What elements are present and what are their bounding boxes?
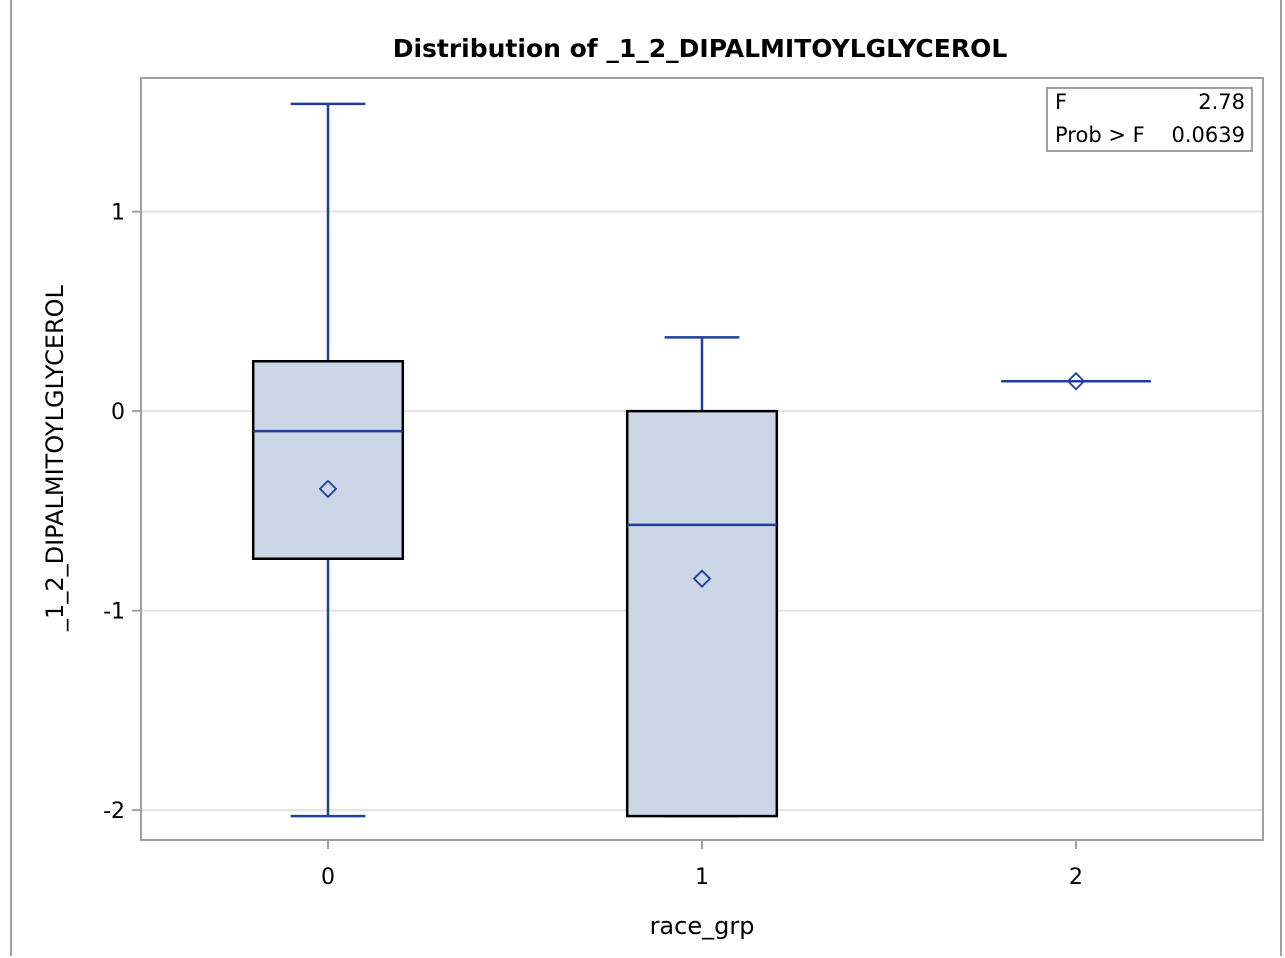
stats-f-value: 2.78: [1198, 90, 1245, 114]
y-tick-label: 0: [111, 400, 125, 425]
x-tick-label: 1: [695, 865, 709, 890]
box-iqr: [625, 409, 779, 818]
box-group: [251, 102, 405, 818]
box-group: [1001, 371, 1151, 391]
chart-title: Distribution of _1_2_DIPALMITOYLGLYCEROL: [393, 34, 1008, 63]
x-axis: 0 1 2: [321, 840, 1083, 890]
stats-f-label: F: [1055, 90, 1067, 114]
y-tick-label: -2: [103, 799, 125, 824]
box-group: [625, 336, 779, 818]
mean-marker: [1066, 371, 1086, 391]
y-tick-label: -1: [103, 600, 125, 625]
x-tick-label: 2: [1069, 865, 1083, 890]
box-series: [251, 102, 1151, 818]
stats-inset-border: [1046, 87, 1253, 152]
stats-prob-label: Prob > F: [1055, 123, 1145, 147]
mean-marker: [692, 569, 712, 588]
y-tick-label: 1: [111, 201, 125, 226]
x-tick-label: 0: [321, 865, 335, 890]
chart-frame: [10, 0, 1282, 956]
y-axis-label: _1_2_DIPALMITOYLGLYCEROL: [41, 284, 69, 631]
y-axis: -2 -1 0 1: [103, 201, 141, 824]
x-axis-label: race_grp: [650, 912, 755, 940]
stats-prob-value: 0.0639: [1172, 123, 1245, 147]
stats-inset: F 2.78 Prob > F 0.0639: [1046, 87, 1253, 152]
mean-marker: [318, 479, 338, 499]
box-iqr: [251, 360, 405, 560]
